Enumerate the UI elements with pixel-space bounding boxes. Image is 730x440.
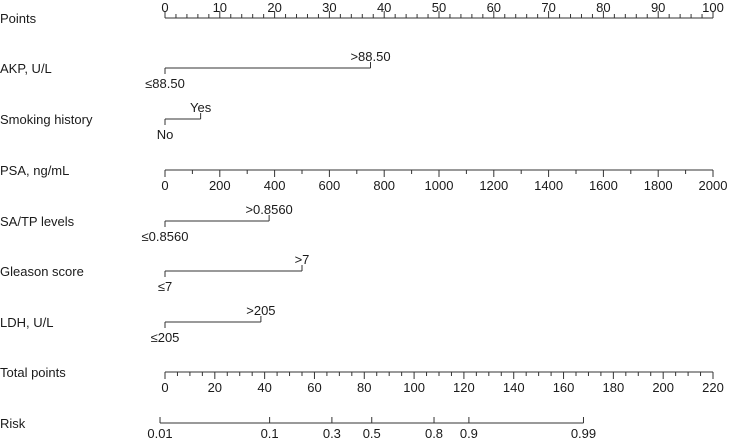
points-tick-label: 70 [541, 0, 555, 15]
psa-ng-ml-tick-label: 1000 [425, 178, 454, 193]
points-tick-label: 90 [651, 0, 665, 15]
total-points-tick-label: 140 [503, 380, 525, 395]
smoking-history-low-label: No [157, 127, 174, 142]
risk-tick-label: 0.8 [425, 426, 443, 440]
total-points-tick-label: 80 [357, 380, 371, 395]
ldh-u-l-row-label: LDH, U/L [0, 315, 53, 330]
psa-ng-ml-row-label: PSA, ng/mL [0, 163, 69, 178]
points-tick-label: 100 [702, 0, 724, 15]
total-points-tick-label: 160 [553, 380, 575, 395]
psa-ng-ml-tick-label: 1800 [644, 178, 673, 193]
points-tick-label: 30 [322, 0, 336, 15]
gleason-score-row-label: Gleason score [0, 264, 84, 279]
risk-tick-label: 0.99 [571, 426, 596, 440]
total-points-tick-label: 200 [652, 380, 674, 395]
total-points-tick-label: 40 [257, 380, 271, 395]
risk-row-label: Risk [0, 416, 26, 431]
sa-tp-levels-row-label: SA/TP levels [0, 214, 75, 229]
sa-tp-levels-low-label: ≤0.8560 [142, 229, 189, 244]
points-tick-label: 0 [161, 0, 168, 15]
risk-tick-label: 0.9 [460, 426, 478, 440]
psa-ng-ml-tick-label: 400 [264, 178, 286, 193]
akp-u-l-low-label: ≤88.50 [145, 76, 185, 91]
akp-u-l-row-label: AKP, U/L [0, 61, 52, 76]
ldh-u-l-low-label: ≤205 [151, 330, 180, 345]
smoking-history-row-label: Smoking history [0, 112, 93, 127]
risk-tick-label: 0.5 [363, 426, 381, 440]
total-points-tick-label: 100 [403, 380, 425, 395]
gleason-score-high-label: >7 [295, 252, 310, 267]
risk-tick-label: 0.1 [261, 426, 279, 440]
total-points-tick-label: 180 [603, 380, 625, 395]
points-tick-label: 40 [377, 0, 391, 15]
psa-ng-ml-tick-label: 1400 [534, 178, 563, 193]
psa-ng-ml-tick-label: 800 [373, 178, 395, 193]
points-row-label: Points [0, 11, 37, 26]
smoking-history-high-label: Yes [190, 100, 212, 115]
points-tick-label: 10 [213, 0, 227, 15]
total-points-tick-label: 20 [208, 380, 222, 395]
akp-u-l-high-label: >88.50 [350, 49, 390, 64]
risk-tick-label: 0.01 [147, 426, 172, 440]
ldh-u-l-high-label: >205 [246, 303, 275, 318]
total-points-row-label: Total points [0, 365, 66, 380]
points-tick-label: 80 [596, 0, 610, 15]
sa-tp-levels-high-label: >0.8560 [245, 202, 292, 217]
psa-ng-ml-tick-label: 200 [209, 178, 231, 193]
points-tick-label: 60 [487, 0, 501, 15]
psa-ng-ml-tick-label: 1200 [479, 178, 508, 193]
gleason-score-low-label: ≤7 [158, 279, 172, 294]
total-points-tick-label: 60 [307, 380, 321, 395]
points-tick-label: 50 [432, 0, 446, 15]
risk-tick-label: 0.3 [323, 426, 341, 440]
psa-ng-ml-tick-label: 2000 [699, 178, 728, 193]
psa-ng-ml-tick-label: 600 [319, 178, 341, 193]
psa-ng-ml-tick-label: 1600 [589, 178, 618, 193]
total-points-tick-label: 120 [453, 380, 475, 395]
total-points-tick-label: 220 [702, 380, 724, 395]
points-tick-label: 20 [267, 0, 281, 15]
total-points-tick-label: 0 [161, 380, 168, 395]
psa-ng-ml-tick-label: 0 [161, 178, 168, 193]
